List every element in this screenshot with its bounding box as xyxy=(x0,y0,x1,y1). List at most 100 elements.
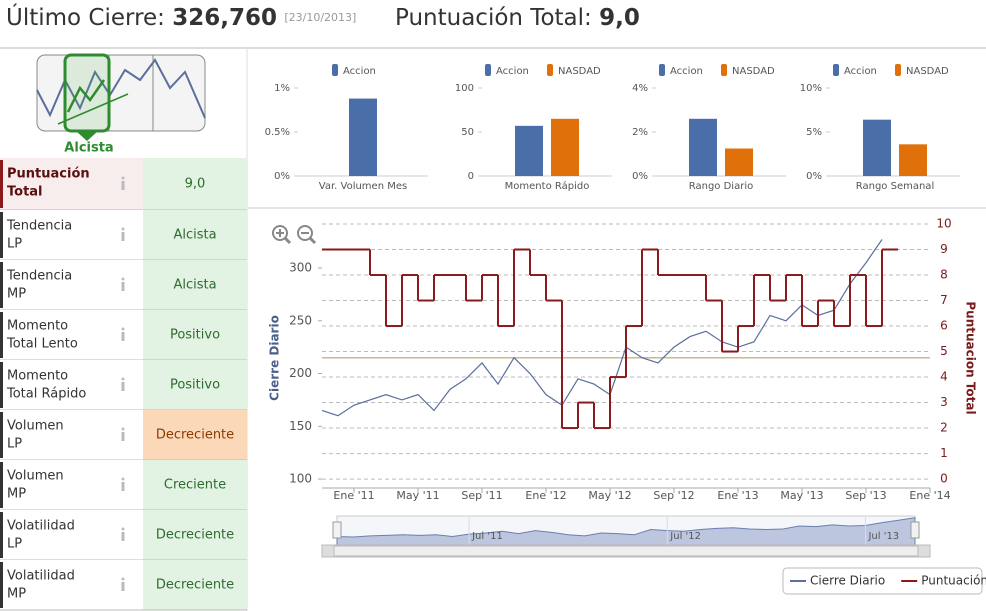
info-icon-dot xyxy=(121,377,125,381)
legend-label: Puntuación xyxy=(921,574,986,588)
indicator-value: Positivo xyxy=(170,378,220,393)
indicator-marker xyxy=(0,412,3,458)
legend-label: Cierre Diario xyxy=(810,574,885,588)
info-icon-dot xyxy=(121,427,125,431)
info-icon-dot xyxy=(121,527,125,531)
x-tick-label: Rango Semanal xyxy=(856,181,934,192)
zoom-in[interactable] xyxy=(272,225,292,245)
y-tick-label: 0% xyxy=(274,171,290,182)
zoom-out[interactable] xyxy=(297,225,317,245)
indicator-name: Volumen xyxy=(7,469,64,484)
x-tick-label: Sep '12 xyxy=(653,489,694,502)
bar xyxy=(725,148,753,176)
x-tick-label: Var. Volumen Mes xyxy=(319,181,407,192)
indicator-value-cell xyxy=(143,260,247,310)
info-icon-dot xyxy=(121,327,125,331)
x-tick-label: May '13 xyxy=(780,489,823,502)
legend-swatch xyxy=(659,64,665,76)
indicator-marker xyxy=(0,160,3,208)
y-tick-label: 100 xyxy=(455,83,474,94)
x-tick-label: Rango Diario xyxy=(689,181,753,192)
indicator-value-cell xyxy=(143,460,247,510)
indicator-name: MP xyxy=(7,287,26,302)
indicator-value-cell xyxy=(143,410,247,460)
indicator-name: LP xyxy=(7,237,22,252)
scrollbar-thumb[interactable] xyxy=(333,545,919,557)
bar xyxy=(349,98,377,176)
y2-tick-label: 0 xyxy=(940,472,948,486)
y-tick-label: 0.5% xyxy=(265,127,290,138)
info-icon-dot xyxy=(121,477,125,481)
indicator-value: 9,0 xyxy=(185,177,206,192)
y-axis-title: Cierre Diario xyxy=(268,315,282,401)
trend-badge: Alcista xyxy=(64,141,113,156)
legend-label: Accion xyxy=(343,66,376,77)
indicator-value-cell xyxy=(143,210,247,260)
indicator-name-cell xyxy=(0,510,143,560)
date: [23/10/2013] xyxy=(284,11,356,24)
navigator-handle[interactable] xyxy=(332,521,342,539)
navigator-handle[interactable] xyxy=(910,521,920,539)
indicator-name-cell xyxy=(0,310,143,360)
x-tick-label: Sep '13 xyxy=(845,489,886,502)
indicator-value: Decreciente xyxy=(156,528,234,543)
bar xyxy=(899,144,927,176)
y2-axis-title: Puntuacion Total xyxy=(964,301,978,414)
indicator-value: Decreciente xyxy=(156,428,234,443)
legend-box xyxy=(782,567,983,595)
indicator-name-cell xyxy=(0,260,143,310)
y2-tick-label: 10 xyxy=(936,217,951,231)
navigator-bg xyxy=(336,515,916,546)
y-tick-label: 4% xyxy=(632,83,648,94)
info-icon-bar xyxy=(121,432,125,441)
y-tick-label: 300 xyxy=(289,261,312,275)
indicator-name: Tendencia xyxy=(6,269,72,284)
y2-tick-label: 8 xyxy=(940,268,948,282)
indicator-name: Total Rápido xyxy=(6,387,86,402)
indicator-name: LP xyxy=(7,537,22,552)
legend-label: Accion xyxy=(844,66,877,77)
info-icon-bar xyxy=(121,532,125,541)
x-tick-label: Sep '11 xyxy=(461,489,502,502)
legend-label: NASDAD xyxy=(558,66,601,77)
indicator-marker xyxy=(0,312,3,358)
indicator-value: Alcista xyxy=(173,278,216,293)
y-tick-label: 150 xyxy=(289,419,312,433)
indicator-marker xyxy=(0,262,3,308)
y-tick-label: 5% xyxy=(806,127,822,138)
indicator-value: Alcista xyxy=(173,228,216,243)
indicator-value-cell xyxy=(143,310,247,360)
y2-tick-label: 4 xyxy=(940,370,948,384)
y-tick-label: 10% xyxy=(800,83,822,94)
indicator-name: Volatilidad xyxy=(7,519,75,534)
trend-icon xyxy=(36,53,206,141)
info-icon-bar xyxy=(121,482,125,491)
y-tick-label: 0 xyxy=(468,171,474,182)
x-tick-label: May '12 xyxy=(588,489,631,502)
y2-tick-label: 9 xyxy=(940,242,948,256)
indicator-value-cell xyxy=(143,560,247,610)
info-icon-bar xyxy=(121,382,125,391)
indicator-value-cell xyxy=(143,158,247,210)
y-tick-label: 2% xyxy=(632,127,648,138)
indicator-value-cell xyxy=(143,510,247,560)
bar xyxy=(551,118,579,176)
y2-tick-label: 2 xyxy=(940,421,948,435)
y2-tick-label: 1 xyxy=(940,446,948,460)
indicator-marker xyxy=(0,462,3,508)
x-tick-label: Ene '14 xyxy=(909,489,950,502)
y2-tick-label: 6 xyxy=(940,319,948,333)
legend-swatch xyxy=(895,64,901,76)
navigator-area xyxy=(336,517,916,546)
info-icon-dot xyxy=(121,227,125,231)
indicator-value: Positivo xyxy=(170,328,220,343)
last-close: 326,760 xyxy=(172,5,277,31)
indicator-name: Total xyxy=(7,185,43,200)
info-icon-dot xyxy=(121,176,125,180)
info-icon-bar xyxy=(121,181,125,190)
bar xyxy=(689,118,717,176)
indicator-name-cell xyxy=(0,158,143,210)
indicator-name-cell xyxy=(0,210,143,260)
indicator-name: Momento xyxy=(7,319,68,334)
x-tick-label: Ene '11 xyxy=(333,489,374,502)
